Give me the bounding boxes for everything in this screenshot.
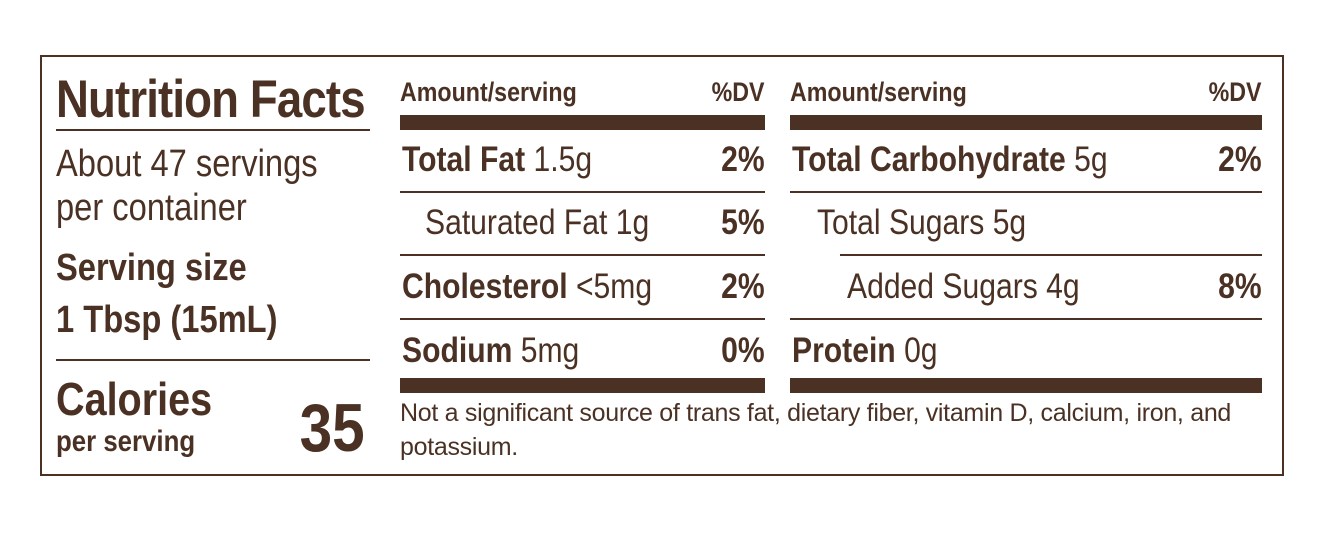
nutrient-amount: 4g [1046, 267, 1080, 306]
nutrient-amount: 1.5g [533, 140, 593, 179]
row-divider [790, 191, 1262, 193]
nutrient-row: Cholesterol <5mg [402, 267, 652, 307]
amount-header: Amount/serving [400, 77, 577, 107]
thick-bar [790, 378, 1262, 393]
nutrient-row: Total Fat 1.5g [402, 140, 592, 180]
dv-header: %DV [712, 77, 765, 107]
nutrient-amount: 5mg [520, 331, 580, 370]
row-divider [400, 318, 765, 320]
thick-bar [400, 115, 765, 130]
nutrient-amount: 0g [904, 331, 938, 370]
row-divider [840, 254, 1262, 256]
calories-label: Calories [56, 373, 213, 425]
nutrient-name: Total Fat [402, 140, 526, 179]
daily-value: 8% [1218, 267, 1262, 306]
amount-header: Amount/serving [790, 77, 967, 107]
thick-bar [400, 378, 765, 393]
divider [56, 129, 370, 131]
daily-value: 0% [721, 331, 765, 370]
thick-bar [790, 115, 1262, 130]
nutrient-amount: 5g [992, 203, 1027, 242]
nutrient-row: Total Sugars 5g [817, 203, 1026, 243]
daily-value: 5% [721, 203, 765, 242]
dv-header: %DV [1209, 77, 1262, 107]
nutrient-name: Total Sugars [817, 203, 985, 242]
nutrient-name: Saturated Fat [425, 203, 608, 242]
nutrient-name: Sodium [402, 331, 513, 370]
nutrient-name: Protein [792, 331, 896, 370]
row-divider [790, 318, 1262, 320]
nutrient-name: Added Sugars [847, 267, 1038, 306]
nutrient-name: Cholesterol [402, 267, 568, 306]
nutrient-row: Saturated Fat 1g [425, 203, 649, 243]
serving-size-label: Serving size [56, 247, 247, 289]
calories-value: 35 [299, 390, 365, 466]
daily-value: 2% [1218, 140, 1262, 179]
row-divider [400, 191, 765, 193]
nutrient-name: Total Carbohydrate [792, 140, 1066, 179]
nutrient-amount: 5g [1074, 140, 1108, 179]
nutrient-amount: 1g [615, 203, 650, 242]
label-border [40, 55, 1284, 476]
nutrient-row: Protein 0g [792, 331, 938, 371]
serving-size: 1 Tbsp (15mL) [56, 299, 278, 341]
servings: About 47 servings per container [56, 143, 318, 229]
daily-value: 2% [721, 267, 765, 306]
nutrient-row: Added Sugars 4g [847, 267, 1080, 307]
footnote: Not a significant source of trans fat, d… [400, 399, 1232, 461]
title: Nutrition Facts [56, 70, 366, 129]
calories-sublabel: per serving [56, 425, 196, 458]
daily-value: 2% [721, 140, 765, 179]
nutrient-row: Sodium 5mg [402, 331, 579, 371]
nutrient-row: Total Carbohydrate 5g [792, 140, 1108, 180]
nutrient-amount: <5mg [575, 267, 653, 306]
row-divider [400, 254, 765, 256]
divider [56, 359, 370, 361]
